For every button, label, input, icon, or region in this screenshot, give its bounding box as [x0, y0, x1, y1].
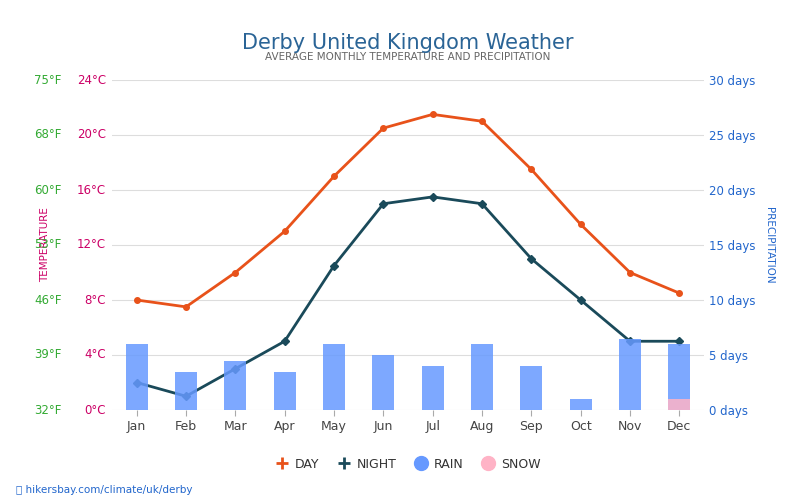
- Bar: [323, 344, 345, 410]
- Bar: [274, 372, 296, 410]
- Text: 68°F: 68°F: [34, 128, 62, 141]
- Y-axis label: PRECIPITATION: PRECIPITATION: [764, 206, 774, 284]
- Text: 32°F: 32°F: [34, 404, 62, 416]
- Text: 24°C: 24°C: [77, 74, 106, 86]
- Legend: DAY, NIGHT, RAIN, SNOW: DAY, NIGHT, RAIN, SNOW: [270, 454, 546, 476]
- Bar: [668, 399, 690, 410]
- Bar: [619, 338, 641, 410]
- Title: Derby United Kingdom Weather: Derby United Kingdom Weather: [242, 34, 574, 54]
- Text: 60°F: 60°F: [34, 184, 62, 196]
- Bar: [126, 344, 148, 410]
- Bar: [372, 355, 394, 410]
- Text: 39°F: 39°F: [34, 348, 62, 362]
- Text: 20°C: 20°C: [77, 128, 106, 141]
- Bar: [668, 344, 690, 410]
- Bar: [175, 372, 197, 410]
- Bar: [422, 366, 444, 410]
- Text: 4°C: 4°C: [85, 348, 106, 362]
- Text: 8°C: 8°C: [85, 294, 106, 306]
- Text: 16°C: 16°C: [77, 184, 106, 196]
- Text: 📍 hikersbay.com/climate/uk/derby: 📍 hikersbay.com/climate/uk/derby: [16, 485, 193, 495]
- Text: 53°F: 53°F: [34, 238, 62, 252]
- Bar: [224, 360, 246, 410]
- Text: 12°C: 12°C: [77, 238, 106, 252]
- Text: 0°C: 0°C: [85, 404, 106, 416]
- Bar: [570, 399, 592, 410]
- Bar: [471, 344, 493, 410]
- Text: 75°F: 75°F: [34, 74, 62, 86]
- Text: 46°F: 46°F: [34, 294, 62, 306]
- Bar: [520, 366, 542, 410]
- Text: AVERAGE MONTHLY TEMPERATURE AND PRECIPITATION: AVERAGE MONTHLY TEMPERATURE AND PRECIPIT…: [266, 52, 550, 62]
- Y-axis label: TEMPERATURE: TEMPERATURE: [40, 208, 50, 282]
